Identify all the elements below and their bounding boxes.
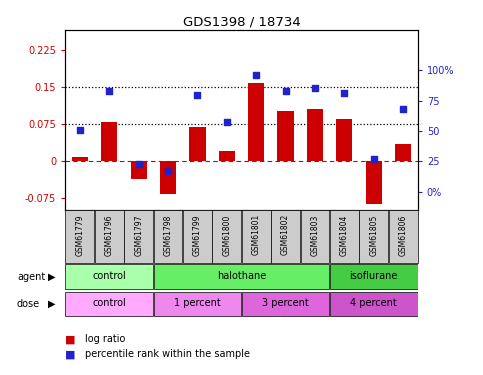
Text: control: control xyxy=(92,298,126,308)
Point xyxy=(194,92,201,98)
Bar xyxy=(271,210,300,262)
Bar xyxy=(183,210,212,262)
Text: 3 percent: 3 percent xyxy=(262,298,309,308)
Bar xyxy=(359,210,388,262)
Text: GSM61803: GSM61803 xyxy=(311,214,319,256)
Text: GSM61796: GSM61796 xyxy=(105,214,114,256)
Point xyxy=(282,88,289,94)
Bar xyxy=(300,210,329,262)
Bar xyxy=(101,122,117,160)
Point xyxy=(341,90,348,96)
Text: agent: agent xyxy=(17,272,45,282)
Bar xyxy=(95,210,124,262)
Text: GSM61800: GSM61800 xyxy=(222,214,231,256)
Text: ▶: ▶ xyxy=(48,272,56,282)
Bar xyxy=(160,160,176,194)
Point xyxy=(135,161,142,167)
Text: GSM61806: GSM61806 xyxy=(398,214,408,256)
Bar xyxy=(154,292,241,316)
Bar xyxy=(248,83,264,160)
Text: log ratio: log ratio xyxy=(85,334,125,344)
Bar xyxy=(242,210,270,262)
Bar xyxy=(330,264,417,289)
Bar xyxy=(242,292,329,316)
Title: GDS1398 / 18734: GDS1398 / 18734 xyxy=(183,16,300,29)
Bar xyxy=(366,160,382,204)
Point xyxy=(164,168,172,174)
Text: GSM61799: GSM61799 xyxy=(193,214,202,256)
Text: control: control xyxy=(92,271,126,281)
Text: ■: ■ xyxy=(65,334,76,344)
Text: GSM61804: GSM61804 xyxy=(340,214,349,256)
Text: percentile rank within the sample: percentile rank within the sample xyxy=(85,350,250,359)
Text: isoflurane: isoflurane xyxy=(350,271,398,281)
Bar xyxy=(395,144,411,160)
Bar xyxy=(330,292,417,316)
Text: GSM61805: GSM61805 xyxy=(369,214,378,256)
Point xyxy=(399,106,407,112)
Bar xyxy=(219,151,235,160)
Bar xyxy=(278,111,294,160)
Point xyxy=(76,127,84,133)
Text: 4 percent: 4 percent xyxy=(350,298,397,308)
Text: GSM61801: GSM61801 xyxy=(252,214,261,255)
Text: halothane: halothane xyxy=(217,271,266,281)
Bar xyxy=(389,210,417,262)
Bar xyxy=(66,292,153,316)
Bar xyxy=(154,264,329,289)
Text: 1 percent: 1 percent xyxy=(174,298,221,308)
Bar xyxy=(336,119,353,160)
Text: GSM61798: GSM61798 xyxy=(164,214,172,256)
Point xyxy=(223,120,231,126)
Point xyxy=(105,88,113,94)
Text: GSM61797: GSM61797 xyxy=(134,214,143,256)
Bar xyxy=(189,127,205,160)
Bar xyxy=(72,157,88,160)
Point xyxy=(370,156,378,162)
Bar xyxy=(130,160,147,179)
Bar xyxy=(330,210,359,262)
Bar xyxy=(66,264,153,289)
Text: dose: dose xyxy=(17,299,40,309)
Bar xyxy=(124,210,153,262)
Text: ▶: ▶ xyxy=(48,299,56,309)
Bar xyxy=(213,210,241,262)
Bar xyxy=(307,109,323,160)
Text: GSM61802: GSM61802 xyxy=(281,214,290,255)
Text: ■: ■ xyxy=(65,350,76,359)
Bar xyxy=(154,210,183,262)
Point xyxy=(311,86,319,92)
Text: GSM61779: GSM61779 xyxy=(75,214,85,256)
Bar xyxy=(66,210,94,262)
Point xyxy=(252,72,260,78)
